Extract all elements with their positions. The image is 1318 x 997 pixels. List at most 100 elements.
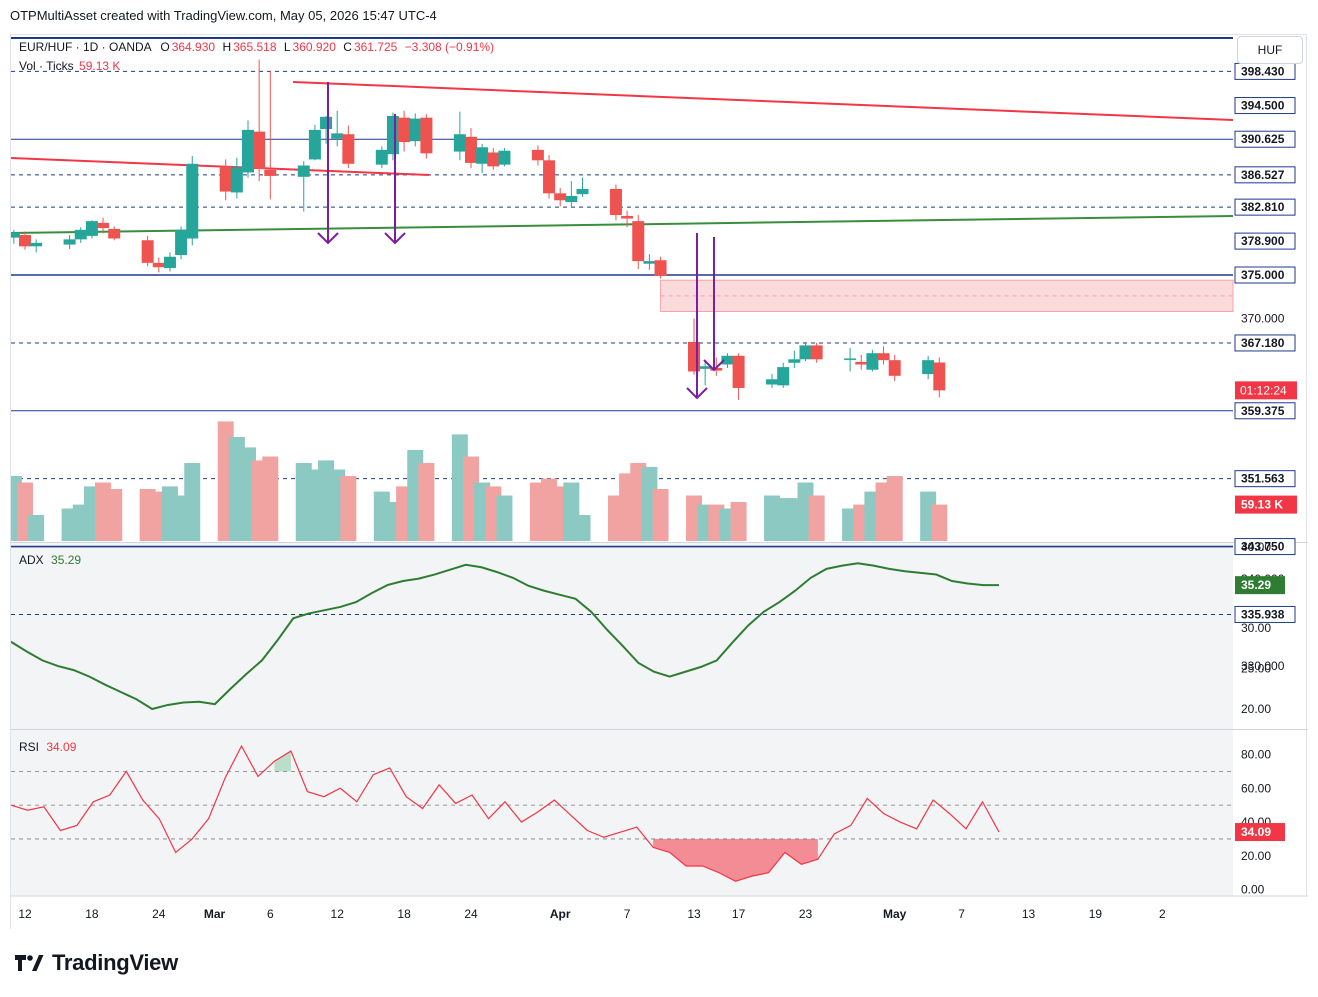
adx-axis-tick: 20.00	[1241, 702, 1271, 716]
adx-line	[11, 562, 1000, 711]
volume-bar	[730, 502, 747, 541]
projection-arrow-head	[686, 387, 708, 400]
rsi-oversold-fill	[653, 838, 818, 882]
candle-body	[476, 147, 489, 164]
price-label: 386.527	[1241, 168, 1285, 182]
volume-bar	[418, 463, 435, 541]
candle-body	[565, 195, 578, 203]
adx-axis-tick: 25.00	[1241, 662, 1271, 676]
volume-bar	[931, 504, 948, 541]
volume-bar	[184, 463, 201, 541]
chart-canvas[interactable]: 398.430 394.500 390.625 386.527 382.810 378.9…	[11, 35, 1308, 930]
tradingview-wordmark: TradingView	[52, 950, 178, 975]
price-axis-tick: 330.000	[1241, 659, 1285, 673]
candle-body	[487, 152, 500, 167]
candle-body	[888, 360, 901, 376]
currency-button[interactable]: HUF	[1237, 36, 1303, 64]
price-label-box	[1234, 266, 1296, 284]
trendline-red-upper	[292, 81, 1234, 121]
adx-value: 35.29	[51, 553, 82, 567]
price-label-box	[1234, 402, 1296, 420]
price-label-box	[1234, 538, 1296, 556]
adx-axis-tick: 30.00	[1241, 621, 1271, 635]
volume-value: 59.13 K	[79, 59, 121, 73]
candle-body	[409, 118, 422, 142]
candle-body	[375, 149, 388, 165]
volume-bar	[28, 515, 45, 541]
candle-body	[108, 228, 121, 239]
candle-body	[632, 221, 645, 262]
adx-badge-box	[1235, 576, 1285, 595]
volume-bar	[262, 456, 279, 541]
rsi-pane	[11, 730, 1233, 896]
price-label: 382.810	[1241, 200, 1285, 214]
time-axis-tick: 24	[464, 907, 478, 921]
candle-body	[688, 341, 700, 372]
time-axis-tick: 18	[397, 907, 411, 921]
candle-body	[766, 379, 779, 385]
volume-bar	[106, 489, 123, 541]
time-axis-tick: 7	[624, 907, 631, 921]
rsi-badge: 34.09	[1241, 825, 1271, 839]
rsi-value: 34.09	[46, 740, 77, 754]
candle-body	[609, 188, 622, 216]
rsi-line	[11, 744, 1000, 882]
candle-body	[398, 117, 411, 143]
candle-body	[219, 166, 232, 192]
low-key: L	[283, 40, 291, 54]
time-axis-tick: 23	[799, 907, 813, 921]
volume-badge: 59.13 K	[1241, 498, 1283, 512]
adx-label[interactable]: ADX	[19, 553, 44, 567]
candle-body	[810, 345, 823, 360]
candle-body	[19, 235, 31, 247]
projection-arrow-head	[384, 232, 406, 245]
candle-body	[297, 165, 310, 177]
adx-pane	[11, 543, 1233, 729]
price-label-box	[1234, 166, 1296, 184]
time-axis-tick: 12	[331, 907, 345, 921]
price-label: 375.000	[1241, 268, 1285, 282]
chart-frame[interactable]: 398.430 394.500 390.625 386.527 382.810 378.9…	[10, 34, 1308, 930]
high-key: H	[222, 40, 232, 54]
price-label-box	[1234, 334, 1296, 352]
tradingview-logo[interactable]: TradingView	[14, 950, 178, 976]
price-label-box	[1234, 198, 1296, 216]
projection-arrow-head	[703, 359, 725, 372]
rsi-axis-tick: 60.00	[1241, 781, 1271, 795]
candle-body	[320, 116, 333, 130]
symbol-label[interactable]: EUR/HUF · 1D · OANDA	[19, 40, 152, 54]
time-axis-tick: 24	[152, 907, 166, 921]
volume-bar	[886, 476, 903, 541]
price-label: 335.938	[1241, 607, 1285, 621]
candle-body	[621, 215, 634, 219]
candle-body	[253, 131, 266, 169]
time-axis-tick: 6	[267, 907, 274, 921]
high-value: 365.518	[233, 40, 277, 54]
candle-body	[11, 232, 20, 238]
candle-body	[699, 366, 712, 369]
countdown-label: 01:12:24	[1240, 383, 1287, 397]
candle-body	[576, 188, 589, 195]
price-label: 343.750	[1241, 540, 1285, 554]
volume-bar	[340, 476, 357, 541]
candle-body	[643, 261, 656, 264]
candle-body	[710, 367, 723, 371]
volume-label[interactable]: Vol · Ticks	[19, 59, 74, 73]
candle-body	[465, 136, 477, 163]
open-key: O	[160, 40, 170, 54]
volume-bar	[574, 515, 591, 541]
candle-body	[844, 358, 857, 360]
adx-legend: ADX 35.29	[19, 553, 81, 567]
candle-body	[922, 360, 935, 375]
rsi-label[interactable]: RSI	[19, 740, 40, 754]
close-value: 361.725	[353, 40, 398, 54]
price-label: 351.563	[1241, 472, 1285, 486]
close-key: C	[343, 40, 352, 54]
time-axis-tick: 7	[958, 907, 965, 921]
candle-body	[721, 355, 734, 365]
supply-zone	[660, 279, 1234, 312]
candle-body	[554, 193, 567, 201]
candle-body	[97, 222, 110, 229]
change-value: −3.308 (−0.91%)	[404, 40, 495, 54]
price-label-box	[1234, 605, 1296, 623]
